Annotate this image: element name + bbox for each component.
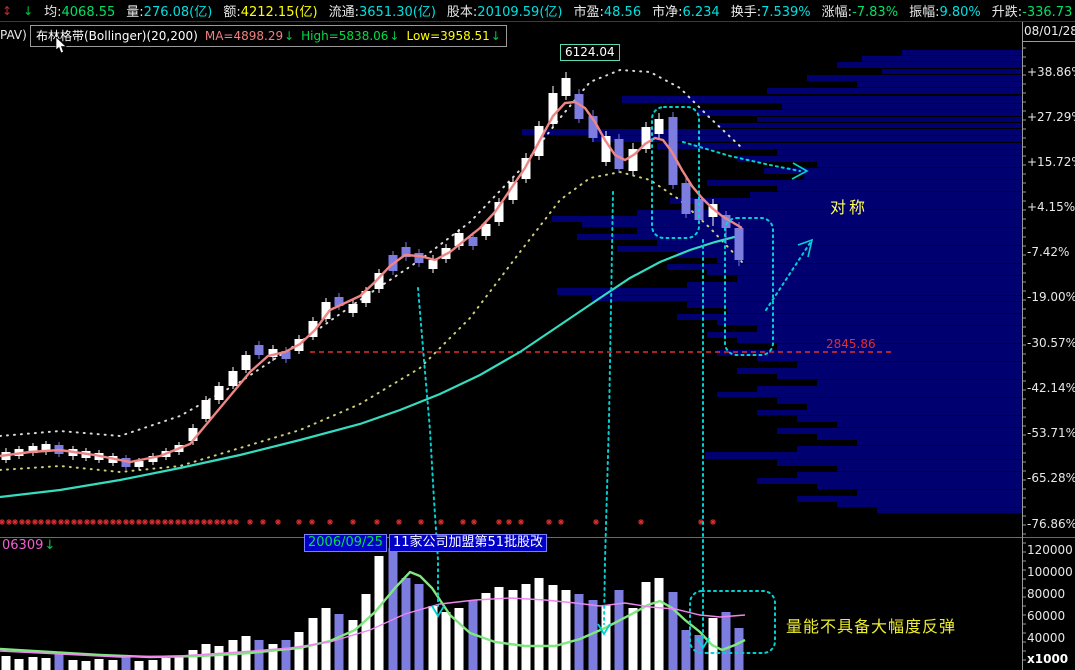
svg-text:-42.14%: -42.14% [1027,381,1075,395]
down-arrow-icon: ↓ [284,28,295,43]
volume-profile [522,50,1022,513]
volume-ma-magenta [0,597,746,658]
down-arrow-icon: ↓ [490,28,501,43]
stat-量: 量:276.08(亿) [126,5,213,20]
down-arrow-icon: ↓ [389,28,400,43]
svg-text:-30.57%: -30.57% [1027,336,1075,350]
stat-涨幅: 涨幅:-7.83% [821,5,899,20]
stat-股本: 股本:20109.59(亿) [446,5,563,20]
top-info-bar: ↕ ↓ 均:4068.55 量:276.08(亿) 额:4212.15(亿) 流通:365… [0,0,1075,22]
svg-text:-76.86%: -76.86% [1027,517,1075,531]
svg-text:-19.00%: -19.00% [1027,290,1075,304]
stat-换手: 换手:7.539% [730,5,811,20]
svg-text:-7.42%: -7.42% [1027,245,1069,259]
ma200-line [0,233,743,499]
stat-市净: 市净:6.234 [652,5,720,20]
down-arrow-icon: ↓ [44,538,56,553]
indicator-part-1: MA=4898.29↓ [204,28,295,43]
svg-text:+4.15%: +4.15% [1027,200,1075,214]
stat-升跌: 升跌:-336.73 [991,5,1073,20]
svg-text:+27.29%: +27.29% [1027,110,1075,124]
bollinger-lower-band [0,170,743,474]
price-axis: +38.86% +27.29% +15.72% +4.15% -7.42% -19.00%… [0,22,1075,670]
date-label: 08/01/28 [1024,24,1075,38]
svg-text:40000: 40000 [1027,631,1065,645]
volume-bars [1,548,744,670]
news-date: 2006/09/25 [304,534,387,552]
support-price-label: 2845.86 [826,337,876,351]
stat-均: 均:4068.55 [44,5,116,20]
svg-text:60000: 60000 [1027,609,1065,623]
indicator-prefix: PAV) [0,28,27,42]
red-tick-icon: ↕ [2,3,13,18]
peak-price-label: 6124.04 [560,44,620,61]
red-marks-row [0,519,716,525]
stat-流通: 流通:3651.30(亿) [328,5,436,20]
svg-text:100000: 100000 [1027,565,1073,579]
ma20-line [0,100,743,464]
svg-text:80000: 80000 [1027,587,1065,601]
volume-note-annotation: 量能不具备大幅度反弹 [786,617,957,636]
svg-text:+15.72%: +15.72% [1027,155,1075,169]
mouse-cursor [55,37,67,54]
news-event-label[interactable]: 2006/09/25 11家公司加盟第51批股改 [304,531,548,552]
svg-text:120000: 120000 [1027,543,1073,557]
stat-额: 额:4212.15(亿) [223,5,318,20]
stat-振幅: 振幅:9.80% [909,5,981,20]
event-code-label: 06309↓ [2,538,55,553]
event-code-text: 06309 [2,538,44,553]
news-text: 11家公司加盟第51批股改 [388,534,548,552]
svg-text:-65.28%: -65.28% [1027,471,1075,485]
volume-ma-green [0,570,746,659]
indicator-part-3: Low=3958.51↓ [406,28,501,43]
svg-text:x1000: x1000 [1027,652,1068,666]
bollinger-upper-band [0,68,743,438]
svg-text:-53.71%: -53.71% [1027,426,1075,440]
bollinger-indicator-label[interactable]: 布林格带(Bollinger)(20,200) MA=4898.29↓ High=5… [30,25,507,47]
indicator-part-0: 布林格带(Bollinger)(20,200) [36,29,198,43]
indicator-part-2: High=5838.06↓ [301,28,400,43]
symmetry-annotation: 对称 [830,198,869,217]
stat-市盈: 市盈:48.56 [573,5,642,20]
svg-text:+38.86%: +38.86% [1027,65,1075,79]
drawn-annotations [417,106,814,654]
green-down-icon: ↓ [23,3,34,18]
